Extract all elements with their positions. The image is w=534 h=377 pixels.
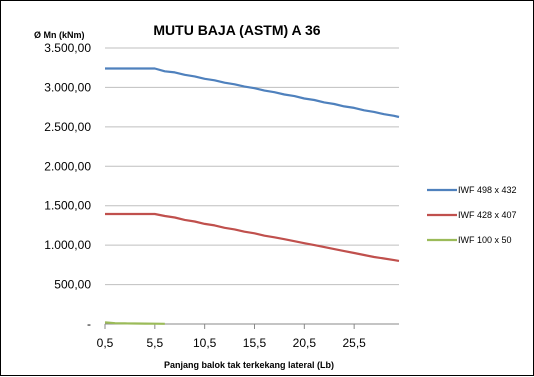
x-axis-ticks: 0,5 5,5 10,5 15,5 20,5 25,5 <box>97 324 366 350</box>
y-tick-label: 2.500,00 <box>44 120 91 134</box>
legend: IWF 498 x 432 IWF 428 x 407 IWF 100 x 50 <box>427 185 517 245</box>
x-axis-label: Panjang balok tak terkekang lateral (Lb) <box>164 360 334 370</box>
series-line-3 <box>104 321 165 325</box>
x-tick-label: 20,5 <box>293 336 317 350</box>
gridlines <box>105 47 399 325</box>
series-line-2 <box>105 212 400 262</box>
chart-title: MUTU BAJA (ASTM) A 36 <box>153 22 320 38</box>
plot-series <box>104 67 400 325</box>
x-tick-label: 0,5 <box>97 336 114 350</box>
y-tick-label: - <box>87 317 91 331</box>
y-axis-ticks: - 500,00 1.000,00 1.500,00 2.000,00 2.500,00 3… <box>44 41 91 331</box>
legend-label-3: IWF 100 x 50 <box>458 235 512 245</box>
x-tick-label: 5,5 <box>146 336 163 350</box>
series-line-1 <box>105 67 400 119</box>
x-tick-label: 15,5 <box>243 336 267 350</box>
legend-label-1: IWF 498 x 432 <box>458 185 517 195</box>
legend-label-2: IWF 428 x 407 <box>458 210 517 220</box>
x-tick-label: 10,5 <box>193 336 217 350</box>
y-tick-label: 1.000,00 <box>44 238 91 252</box>
y-tick-label: 2.000,00 <box>44 159 91 173</box>
y-tick-label: 1.500,00 <box>44 199 91 213</box>
y-axis-label: Ø Mn (kNm) <box>34 30 85 40</box>
y-tick-label: 500,00 <box>54 278 91 292</box>
y-tick-label: 3.500,00 <box>44 41 91 55</box>
y-tick-label: 3.000,00 <box>44 80 91 94</box>
x-tick-label: 25,5 <box>342 336 366 350</box>
